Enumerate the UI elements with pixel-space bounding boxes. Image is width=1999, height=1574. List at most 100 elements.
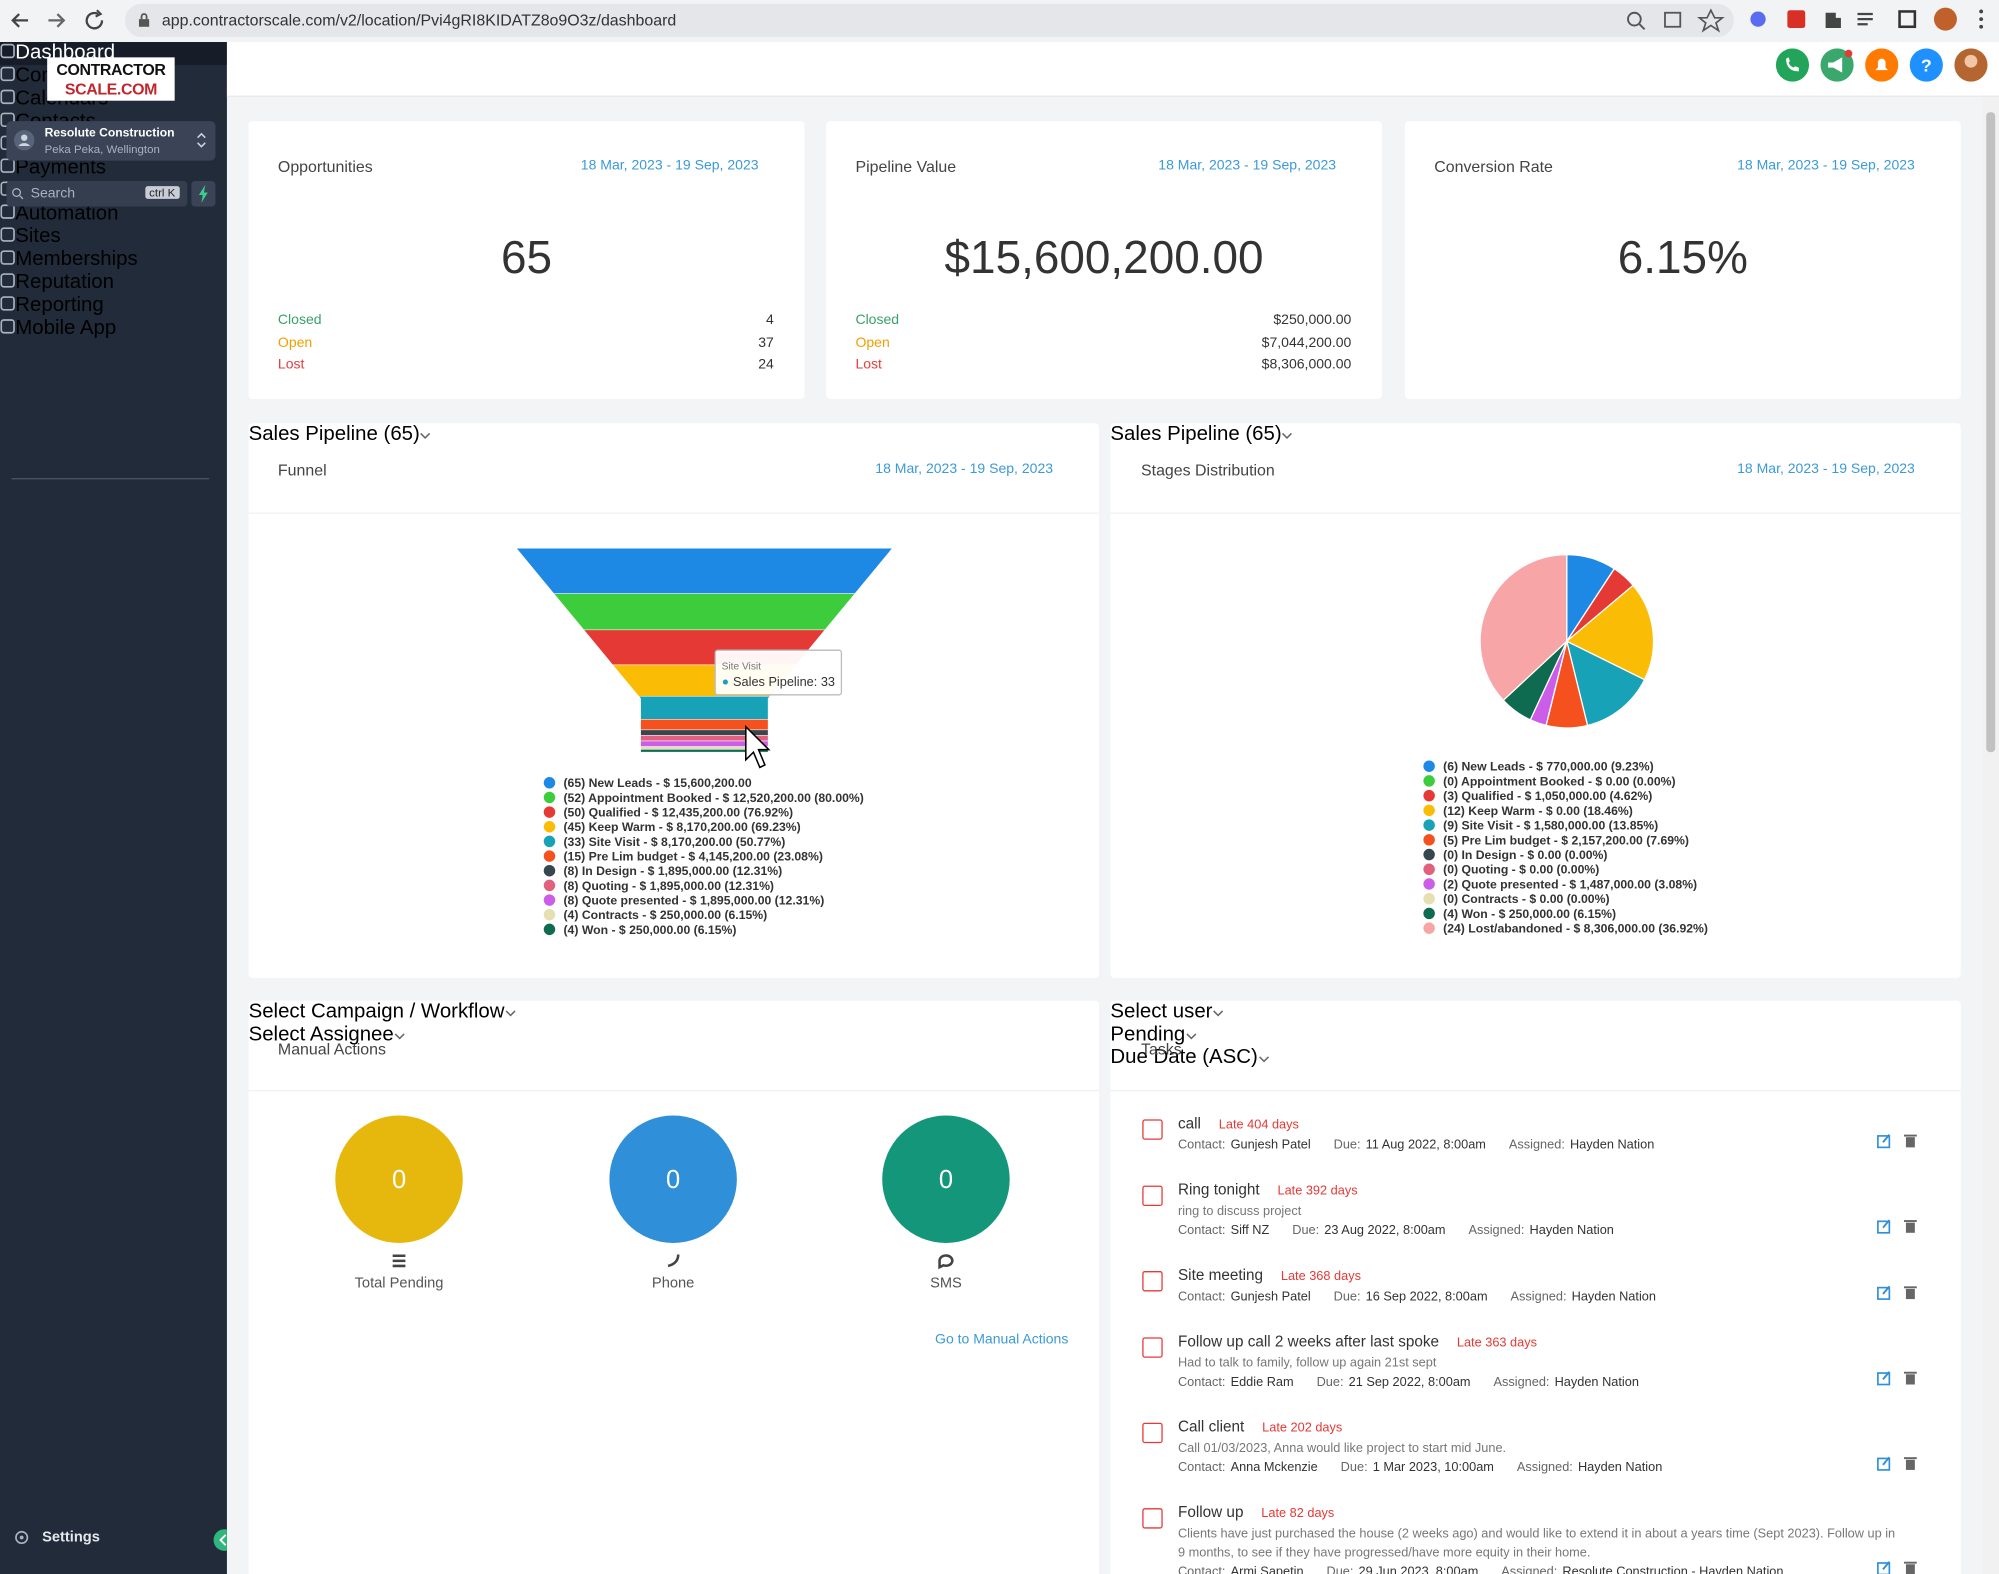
task-title: Ring tonight — [1177, 1180, 1260, 1199]
lock-icon — [138, 13, 150, 27]
dropdown-label: Sales Pipeline (65) — [248, 423, 420, 445]
task-checkbox[interactable] — [1142, 1119, 1163, 1140]
edit-icon-pen — [1882, 1219, 1891, 1229]
account-switcher[interactable]: Resolute Construction Peka Peka, Welling… — [6, 121, 216, 161]
browser-toolbar-icons[interactable] — [1622, 6, 1992, 34]
nav-item[interactable]: Reporting — [0, 294, 227, 317]
meta-label: Due: — [1333, 1138, 1361, 1153]
task-checkbox[interactable] — [1142, 1185, 1163, 1207]
date-range[interactable]: 18 Mar, 2023 - 19 Sep, 2023 — [580, 158, 759, 174]
delete-icon[interactable] — [1905, 1137, 1915, 1148]
nav-icon — [0, 273, 15, 288]
date-range[interactable]: 18 Mar, 2023 - 19 Sep, 2023 — [875, 461, 1054, 477]
sidebar: CONTRACTOR SCALE.COM Resolute Constructi… — [0, 42, 227, 1574]
delete-icon[interactable] — [1905, 1564, 1915, 1574]
task-late: Late 82 days — [1261, 1506, 1335, 1521]
search-placeholder: Search — [30, 186, 76, 202]
edit-icon[interactable] — [1877, 1562, 1891, 1574]
dropdown-label: Pending — [1110, 1023, 1186, 1046]
collapse-button[interactable] — [213, 1529, 227, 1552]
nav-icon-shape — [0, 66, 15, 82]
panel-divider — [248, 512, 1099, 514]
scrollbar[interactable] — [1982, 96, 1999, 1574]
nav-divider — [11, 478, 210, 480]
delete-icon[interactable] — [1905, 1459, 1915, 1470]
nav-icon — [15, 1530, 29, 1545]
logo[interactable]: CONTRACTOR SCALE.COM — [47, 57, 175, 101]
task-actions — [1877, 1559, 1920, 1574]
task-checkbox[interactable] — [1142, 1271, 1163, 1292]
search-box[interactable]: Search ctrl K — [6, 181, 188, 207]
task-meta: Contact: Armi Sapetin Due: 29 Jun 2023, 8:0… — [1178, 1563, 1943, 1574]
dropdown[interactable]: Sales Pipeline (65) — [1110, 423, 1960, 446]
date-range[interactable]: 18 Mar, 2023 - 19 Sep, 2023 — [1158, 158, 1337, 174]
task-description: ring to discuss project — [1177, 1204, 1302, 1219]
chevron-path — [1186, 1033, 1197, 1040]
dropdown[interactable]: Pending — [1110, 1024, 1960, 1047]
manual-actions-link[interactable]: Go to Manual Actions — [935, 1332, 1069, 1348]
shortcut-badge: ctrl K — [145, 186, 180, 199]
date-range[interactable]: 18 Mar, 2023 - 19 Sep, 2023 — [1737, 461, 1915, 477]
task-checkbox[interactable] — [1142, 1422, 1163, 1444]
nav-item[interactable]: Mobile App — [0, 317, 227, 340]
meta-label: Assigned: — [1501, 1565, 1558, 1574]
meta-label: Assigned: — [1508, 1138, 1565, 1153]
meta-value: 16 Sep 2022, 8:00am — [1365, 1290, 1488, 1305]
meta-value: Armi Sapetin — [1230, 1565, 1304, 1574]
address-bar[interactable]: app.contractorscale.com/v2/location/Pvi4… — [124, 3, 1734, 37]
task-late: Late 392 days — [1277, 1184, 1358, 1199]
meta-value: Hayden Nation — [1529, 1223, 1614, 1238]
edit-icon[interactable] — [1877, 1372, 1891, 1386]
dropdown-chevron — [1213, 1010, 1224, 1017]
quick-action-button[interactable] — [191, 181, 216, 207]
nav-item[interactable]: Settings — [0, 1520, 227, 1556]
nav-item[interactable]: Memberships — [0, 249, 227, 272]
nav-icon-shape — [0, 250, 15, 265]
task-action-icons[interactable] — [1877, 1560, 1920, 1574]
task-action-icons[interactable] — [1877, 1456, 1920, 1471]
stat-row-value: $250,000.00 — [1273, 312, 1352, 328]
edit-icon[interactable] — [1877, 1286, 1891, 1300]
edit-icon[interactable] — [1877, 1135, 1891, 1149]
stat-row-value: 4 — [766, 312, 774, 328]
edit-icon[interactable] — [1877, 1220, 1891, 1234]
task-action-icons[interactable] — [1877, 1285, 1920, 1300]
task-action-icons[interactable] — [1877, 1370, 1920, 1386]
task-item: Follow up call 2 weeks after last spoke L… — [1127, 1331, 1943, 1393]
task-action-icons[interactable] — [1877, 1219, 1920, 1234]
dropdown[interactable]: Sales Pipeline (65) — [249, 423, 1099, 446]
panel-divider — [248, 1090, 1099, 1092]
nav-item[interactable]: Reputation — [0, 272, 227, 295]
nav-item[interactable]: Sites — [0, 226, 227, 249]
chevron-path — [394, 1033, 405, 1040]
stat-row-value: 24 — [758, 356, 774, 373]
nav-label: Payments — [15, 156, 106, 179]
nav-icon-shape — [0, 227, 15, 242]
delete-icon[interactable] — [1905, 1288, 1915, 1300]
scroll-thumb[interactable] — [1986, 112, 1996, 753]
dropdown[interactable]: Select Campaign / Workflow — [249, 1001, 1099, 1024]
nav-label: Reputation — [15, 271, 114, 294]
nav-label: Automation — [15, 202, 119, 225]
delete-icon[interactable] — [1905, 1374, 1915, 1385]
stat-value: $15,600,200.00 — [944, 230, 1264, 284]
edit-icon[interactable] — [1877, 1457, 1891, 1471]
header-actions[interactable]: ? — [1775, 48, 1999, 89]
dropdown[interactable]: Due Date (ASC) — [1110, 1047, 1960, 1070]
stat-row-value: 37 — [758, 335, 774, 351]
task-action-icons[interactable] — [1877, 1133, 1920, 1149]
date-range[interactable]: 18 Mar, 2023 - 19 Sep, 2023 — [1737, 158, 1915, 174]
meta-value: Hayden Nation — [1571, 1290, 1656, 1305]
dropdown[interactable]: Select user — [1110, 1001, 1960, 1024]
browser-nav-buttons[interactable] — [8, 8, 110, 33]
task-checkbox[interactable] — [1142, 1508, 1163, 1529]
delete-icon[interactable] — [1905, 1222, 1915, 1233]
meta-value: Anna Mckenzie — [1230, 1461, 1318, 1476]
task-late: Late 368 days — [1280, 1269, 1361, 1284]
dropdown-label: Due Date (ASC) — [1110, 1046, 1258, 1069]
browser-bar: app.contractorscale.com/v2/location/Pvi4… — [0, 0, 1999, 44]
dropdown[interactable]: Select Assignee — [249, 1024, 1099, 1047]
meta-label: Contact: — [1177, 1290, 1226, 1305]
task-checkbox[interactable] — [1142, 1337, 1163, 1358]
meta-value: Resolute Construction - Hayden Nation — [1562, 1565, 1784, 1574]
